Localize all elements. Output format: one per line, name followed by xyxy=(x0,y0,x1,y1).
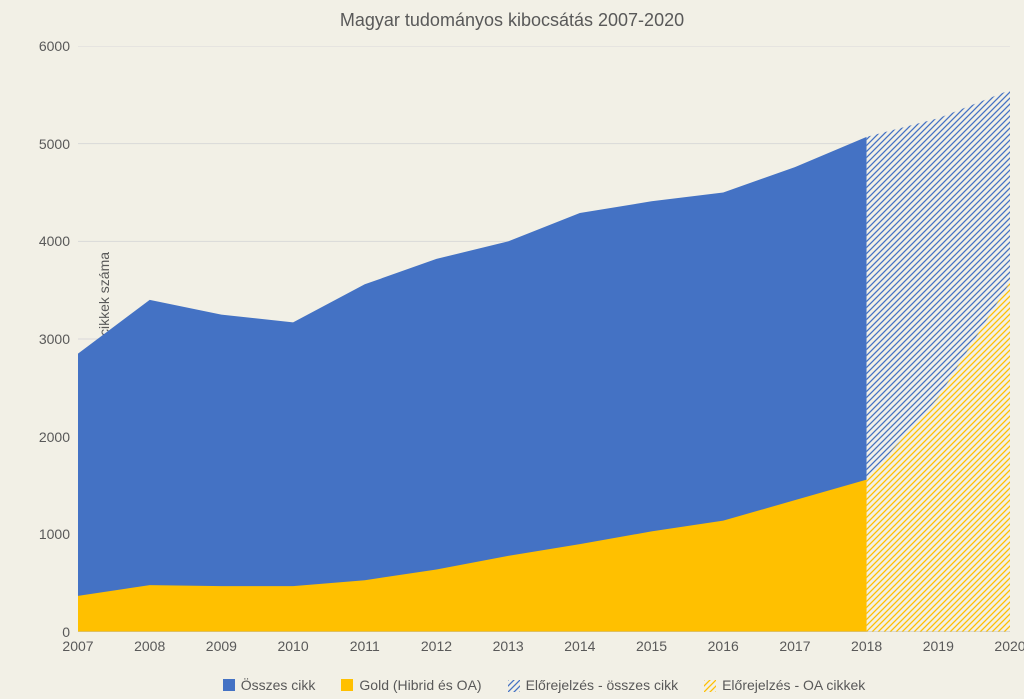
x-tick: 2013 xyxy=(493,638,524,654)
x-tick: 2009 xyxy=(206,638,237,654)
legend-label: Összes cikk xyxy=(241,677,316,693)
chart-title: Magyar tudományos kibocsátás 2007-2020 xyxy=(0,10,1024,31)
legend-item: Előrejelzés - összes cikk xyxy=(508,677,679,693)
y-tick: 4000 xyxy=(39,233,70,249)
x-tick: 2011 xyxy=(350,638,380,654)
chart-svg xyxy=(78,46,1010,632)
x-tick: 2007 xyxy=(62,638,93,654)
x-tick: 2014 xyxy=(564,638,595,654)
y-tick: 6000 xyxy=(39,38,70,54)
y-tick: 2000 xyxy=(39,429,70,445)
legend-item: Előrejelzés - OA cikkek xyxy=(704,677,865,693)
legend-label: Előrejelzés - összes cikk xyxy=(526,677,679,693)
x-tick: 2008 xyxy=(134,638,165,654)
legend-swatch xyxy=(508,679,520,691)
plot-area: 0100020003000400050006000 20072008200920… xyxy=(78,46,1010,632)
x-tick: 2020 xyxy=(994,638,1024,654)
legend-swatch xyxy=(223,679,235,691)
x-tick: 2015 xyxy=(636,638,667,654)
y-tick: 5000 xyxy=(39,136,70,152)
x-tick: 2016 xyxy=(708,638,739,654)
legend-swatch xyxy=(704,679,716,691)
legend-label: Előrejelzés - OA cikkek xyxy=(722,677,865,693)
x-tick: 2018 xyxy=(851,638,882,654)
legend-item: Gold (Hibrid és OA) xyxy=(341,677,481,693)
legend: Összes cikk Gold (Hibrid és OA) Előrejelzé… xyxy=(78,677,1010,693)
legend-item: Összes cikk xyxy=(223,677,316,693)
x-tick: 2010 xyxy=(277,638,308,654)
x-tick: 2017 xyxy=(779,638,810,654)
legend-swatch xyxy=(341,679,353,691)
x-tick: 2012 xyxy=(421,638,452,654)
legend-label: Gold (Hibrid és OA) xyxy=(359,677,481,693)
x-tick: 2019 xyxy=(923,638,954,654)
y-tick: 1000 xyxy=(39,526,70,542)
chart-container: Magyar tudományos kibocsátás 2007-2020 L… xyxy=(0,0,1024,699)
y-tick: 3000 xyxy=(39,331,70,347)
